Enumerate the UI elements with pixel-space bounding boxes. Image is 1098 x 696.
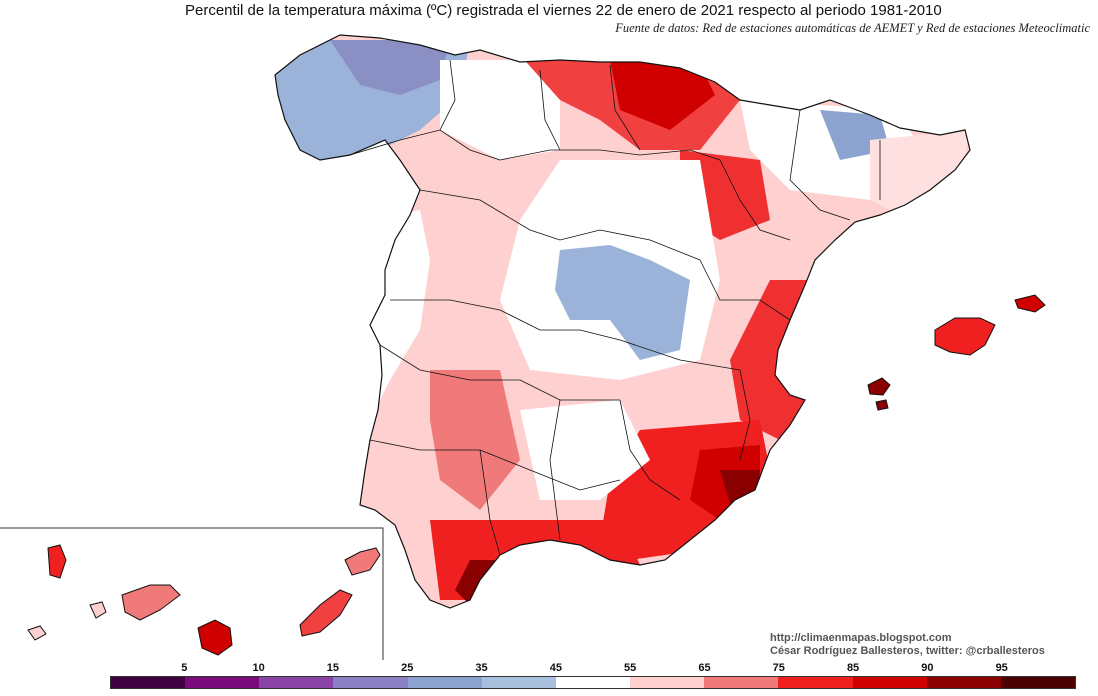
legend-color-segment (555, 677, 631, 688)
legend-color-segment (481, 677, 556, 688)
legend-tick-label: 65 (698, 662, 711, 674)
blog-credit: http://climaenmapas.blogspot.com (770, 632, 952, 644)
legend-color-segment (926, 677, 1001, 688)
legend-color-segment (704, 677, 779, 688)
legend-tick-label: 75 (772, 662, 785, 674)
legend-color-segment (111, 677, 186, 688)
author-credit: César Rodríguez Ballesteros, twitter: @c… (770, 645, 1045, 657)
legend-color-segment (185, 677, 260, 688)
legend-tick-label: 25 (401, 662, 414, 674)
legend-tick-label: 90 (921, 662, 934, 674)
legend-tick-label: 5 (181, 662, 188, 674)
peninsula-outline (274, 34, 971, 609)
legend-color-segment (333, 677, 408, 688)
percentile-legend-bar (110, 676, 1076, 689)
legend-color-segment (852, 677, 927, 688)
legend-tick-label: 10 (252, 662, 265, 674)
balearic-islands (867, 294, 1046, 411)
legend-tick-label: 15 (326, 662, 340, 674)
legend-color-segment (778, 677, 853, 688)
peninsula-shading (275, 35, 970, 608)
legend-color-segment (1000, 677, 1076, 688)
map-title: Percentil de la temperatura máxima (ºC) … (185, 2, 942, 19)
regional-borders (349, 59, 881, 556)
legend-tick-label: 95 (995, 662, 1008, 674)
legend-tick-label: 85 (846, 662, 860, 674)
map-subtitle: Fuente de datos: Red de estaciones autom… (615, 21, 1090, 35)
legend-tick-label: 45 (549, 662, 562, 674)
legend-color-segment (630, 677, 705, 688)
canary-islands (27, 544, 381, 656)
canary-inset-frame (0, 527, 384, 660)
legend-color-segment (407, 677, 482, 688)
legend-color-segment (259, 677, 334, 688)
legend-tick-label: 55 (624, 662, 637, 674)
legend-tick-label: 35 (475, 662, 488, 674)
